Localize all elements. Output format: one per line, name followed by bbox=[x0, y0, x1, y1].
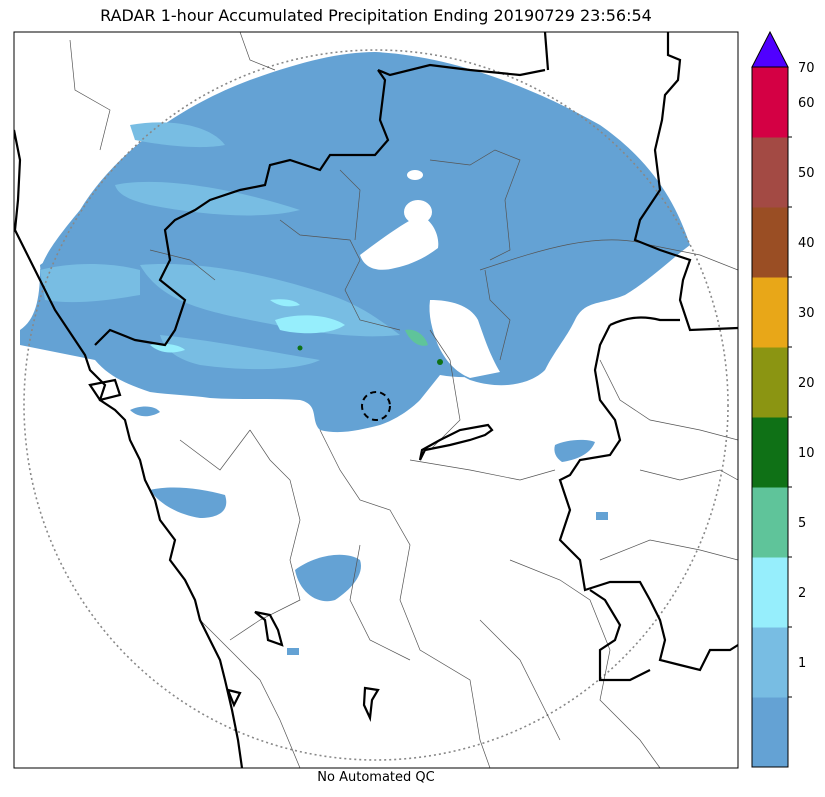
precip-cell-south-2 bbox=[554, 439, 595, 462]
colorbar-bin bbox=[752, 557, 788, 628]
precip-core-2 bbox=[150, 343, 185, 353]
colorbar-tick-label: 40 bbox=[798, 236, 815, 251]
colorbar-tick-label: 10 bbox=[798, 446, 815, 461]
precip-core-1 bbox=[275, 315, 345, 334]
precip-band-1 bbox=[115, 181, 300, 216]
colorbar-tick-label: 60 bbox=[798, 96, 815, 111]
state-boundaries bbox=[14, 32, 738, 768]
radar-range-ring bbox=[23, 49, 729, 761]
colorbar: 1 2 5 10 20 30 40 50 60 70 bbox=[751, 30, 815, 768]
precip-cell-south-1 bbox=[295, 554, 361, 602]
colorbar-bin bbox=[752, 207, 788, 278]
precip-cell-3 bbox=[297, 345, 303, 351]
district-boundaries bbox=[69, 32, 738, 768]
precip-band-4 bbox=[40, 264, 140, 303]
precip-cell-1 bbox=[405, 329, 428, 346]
precip-cell-south-4 bbox=[130, 406, 160, 417]
precip-area-main bbox=[20, 52, 690, 433]
radar-site-marker bbox=[361, 391, 391, 421]
colorbar-tick-label: 5 bbox=[798, 516, 806, 531]
qc-caption: No Automated QC bbox=[317, 770, 435, 785]
colorbar-tick-label: 2 bbox=[798, 586, 806, 601]
colorbar-bin bbox=[752, 697, 788, 768]
clear-area-1 bbox=[360, 215, 439, 270]
colorbar-tick-label: 1 bbox=[798, 656, 806, 671]
colorbar-tick-label: 30 bbox=[798, 306, 815, 321]
colorbar-bin bbox=[752, 67, 788, 138]
map-title: RADAR 1-hour Accumulated Precipitation E… bbox=[100, 6, 652, 25]
colorbar-bin bbox=[752, 627, 788, 698]
precip-band-2 bbox=[130, 122, 225, 148]
colorbar-bin bbox=[752, 347, 788, 418]
precip-cell-south-5 bbox=[596, 512, 608, 520]
clear-area-4 bbox=[429, 300, 500, 378]
colorbar-bin bbox=[752, 487, 788, 558]
colorbar-outline bbox=[751, 66, 789, 768]
precip-core-3 bbox=[270, 299, 300, 307]
clear-area-2 bbox=[404, 200, 432, 224]
precip-cell-south-6 bbox=[287, 648, 299, 655]
colorbar-tick-label: 20 bbox=[798, 376, 815, 391]
colorbar-bin bbox=[752, 137, 788, 208]
precip-cell-2 bbox=[437, 359, 443, 365]
colorbar-bin bbox=[752, 277, 788, 348]
precip-band-5 bbox=[160, 335, 320, 370]
map-frame bbox=[13, 31, 739, 769]
colorbar-extend-triangle bbox=[751, 30, 789, 68]
clear-area-3 bbox=[407, 170, 423, 180]
precip-cell-south-3 bbox=[150, 487, 227, 518]
precip-band-3 bbox=[140, 264, 400, 337]
colorbar-bin bbox=[752, 417, 788, 488]
colorbar-tick-label: 70 bbox=[798, 61, 815, 76]
colorbar-tick-label: 50 bbox=[798, 166, 815, 181]
